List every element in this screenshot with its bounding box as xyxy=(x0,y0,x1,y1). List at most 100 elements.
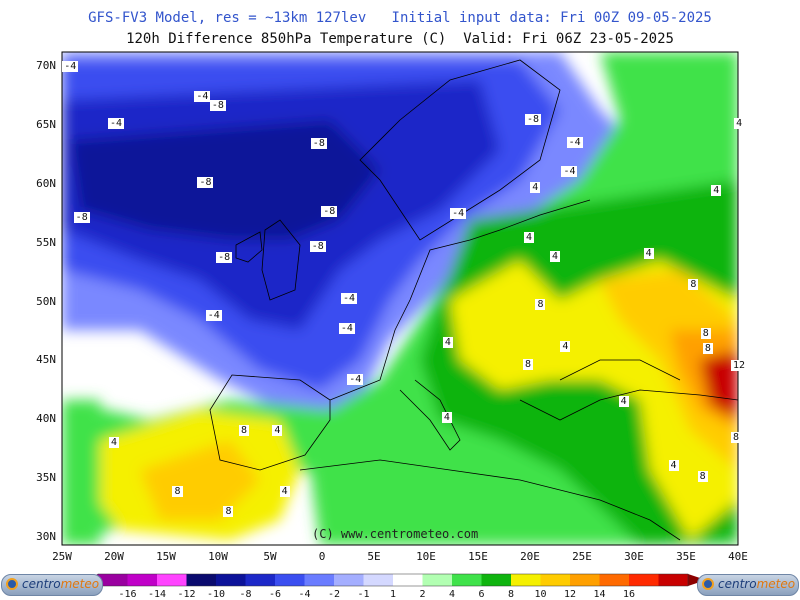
lon-label: 10E xyxy=(416,550,436,563)
colorbar-swatch xyxy=(570,574,600,586)
warm-region-red xyxy=(700,350,738,420)
colorbar-label: -14 xyxy=(147,589,167,600)
colorbar-label: -16 xyxy=(118,589,137,600)
colorbar-swatch xyxy=(363,574,394,586)
lat-label: 40N xyxy=(36,412,56,426)
contour-label: 4 xyxy=(524,231,535,243)
colorbar-swatch xyxy=(157,574,187,586)
contour-label: 4 xyxy=(643,248,654,260)
warm-iberia-orange xyxy=(140,440,260,520)
contour-label: 8 xyxy=(702,342,713,354)
colorbar-label: 6 xyxy=(478,589,485,600)
contour-label: 4 xyxy=(550,250,561,262)
contour-label: 8 xyxy=(223,506,234,518)
contour-label: -4 xyxy=(338,322,355,334)
lon-label: 20E xyxy=(520,550,540,563)
colorbar-label: 1 xyxy=(389,589,397,600)
coastlines xyxy=(209,59,738,541)
contour-label: -4 xyxy=(205,309,222,321)
lat-label: 60N xyxy=(36,176,56,190)
contour-label: 4 xyxy=(711,184,722,196)
lon-label: 0 xyxy=(318,550,326,563)
lat-label: 55N xyxy=(36,235,56,249)
colorbar-label: 8 xyxy=(507,589,515,600)
lat-label: 45N xyxy=(36,353,56,367)
lon-label: 40E xyxy=(728,550,748,563)
contour-label: 4 xyxy=(272,425,283,437)
lat-label: 30N xyxy=(36,530,56,543)
colorbar-label: -12 xyxy=(177,589,196,600)
contour-label: -4 xyxy=(561,165,578,177)
contour-label: -4 xyxy=(347,374,364,386)
colorbar-swatch xyxy=(216,574,246,586)
colorbar-swatch xyxy=(393,574,423,586)
colorbar-label: -8 xyxy=(239,589,252,600)
contour-label: -4 xyxy=(450,208,467,220)
contour-label: -8 xyxy=(209,100,226,112)
colorbar-swatch xyxy=(511,574,541,586)
lon-label: 15E xyxy=(468,550,488,563)
colorbar-swatch xyxy=(186,574,217,586)
centrometeo-logo-left: centrometeo xyxy=(1,574,103,596)
contour-label: -8 xyxy=(525,114,542,126)
lon-label: 35E xyxy=(676,550,696,563)
colorbar-swatch xyxy=(334,574,364,586)
lat-label: 50N xyxy=(36,294,56,308)
colorbar-swatch xyxy=(275,574,305,586)
map-frame xyxy=(61,51,739,546)
contour-label: -8 xyxy=(309,241,326,253)
colorbar-swatch xyxy=(127,574,158,586)
colorbar-label: -6 xyxy=(268,589,282,600)
colorbar-label: -2 xyxy=(327,589,341,600)
contour-label: -8 xyxy=(216,251,233,263)
warm-iberia-green xyxy=(62,400,100,545)
contour-label: 8 xyxy=(239,425,250,437)
contour-label: 4 xyxy=(109,436,120,448)
lat-label: 70N xyxy=(36,59,56,72)
contour-label: 4 xyxy=(442,336,453,348)
contour-label: -4 xyxy=(62,61,79,73)
logo-ring-icon xyxy=(702,578,714,590)
contour-label: 4 xyxy=(530,182,541,194)
contour-label: -4 xyxy=(194,90,211,102)
copyright-credit: (C) www.centrometeo.com xyxy=(312,527,479,541)
field-layer xyxy=(62,52,738,545)
colorbar-label: 14 xyxy=(593,589,606,600)
colorbar-label: -10 xyxy=(206,589,226,600)
colorbar-label: -4 xyxy=(298,589,311,600)
contour-label: -4 xyxy=(108,117,125,129)
contour-label: 4 xyxy=(734,117,745,129)
lon-label: 15W xyxy=(156,550,176,563)
lon-label: 25E xyxy=(572,550,592,563)
colorbar-swatch xyxy=(422,574,453,586)
colorbar-swatch xyxy=(245,574,276,586)
contour-label: 8 xyxy=(700,328,711,340)
contour-label: 4 xyxy=(441,412,452,424)
contour-label: 8 xyxy=(172,486,183,498)
colorbar-label: 2 xyxy=(419,589,426,600)
contour-label: 8 xyxy=(535,299,546,311)
colorbar-swatch xyxy=(629,574,659,586)
contour-label: 4 xyxy=(618,395,629,407)
colorbar-swatch xyxy=(304,574,335,586)
colorbar-swatch xyxy=(452,574,482,586)
logo-ring-icon xyxy=(6,578,18,590)
contour-label: 12 xyxy=(730,360,747,372)
colorbar-label: -1 xyxy=(357,589,370,600)
lon-label: 20W xyxy=(104,550,124,563)
contour-label: -8 xyxy=(73,211,90,223)
colorbar xyxy=(80,573,706,587)
lon-label: 5W xyxy=(263,550,277,563)
contour-label: 4 xyxy=(279,486,290,498)
contour-label: 8 xyxy=(730,432,741,444)
contour-label: 4 xyxy=(560,341,571,353)
lon-label: 5E xyxy=(367,550,381,563)
colorbar-swatch xyxy=(658,574,689,586)
centrometeo-logo-right: centrometeo xyxy=(697,574,799,596)
contour-label: 8 xyxy=(522,359,533,371)
contour-label: -4 xyxy=(566,136,583,148)
lon-label: 10W xyxy=(208,550,228,563)
contour-label: 4 xyxy=(668,460,679,472)
colorbar-swatch xyxy=(599,574,630,586)
